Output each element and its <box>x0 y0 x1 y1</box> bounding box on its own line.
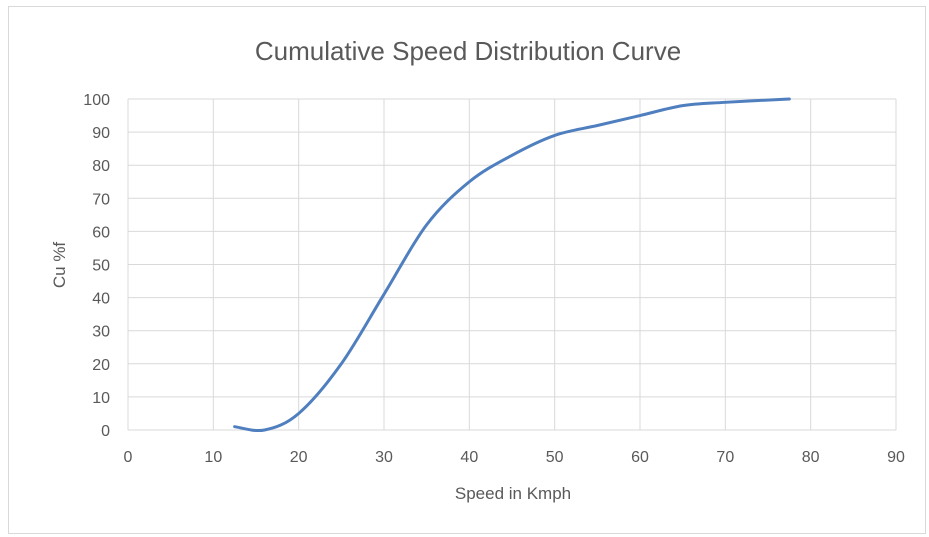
x-tick-label: 80 <box>802 449 820 466</box>
x-tick-label: 70 <box>716 449 734 466</box>
y-tick-label: 60 <box>92 224 110 241</box>
x-tick-labels: 0 10 20 30 40 50 60 70 80 90 <box>124 449 905 466</box>
chart-title: Cumulative Speed Distribution Curve <box>255 36 681 66</box>
y-axis-label: Cu %f <box>50 242 69 289</box>
x-tick-label: 60 <box>631 449 649 466</box>
y-tick-label: 80 <box>92 158 110 175</box>
y-tick-label: 70 <box>92 191 110 208</box>
x-axis-label: Speed in Kmph <box>455 484 571 503</box>
x-tick-label: 90 <box>887 449 905 466</box>
x-tick-label: 30 <box>375 449 393 466</box>
x-tick-label: 50 <box>546 449 564 466</box>
y-tick-label: 50 <box>92 258 110 275</box>
y-tick-label: 0 <box>101 423 110 440</box>
y-tick-label: 100 <box>83 92 110 109</box>
x-tick-label: 20 <box>290 449 308 466</box>
chart-frame <box>8 6 926 534</box>
x-tick-label: 0 <box>124 449 133 466</box>
y-tick-label: 90 <box>92 125 110 142</box>
x-tick-label: 40 <box>460 449 478 466</box>
x-tick-label: 10 <box>204 449 222 466</box>
y-tick-label: 40 <box>92 291 110 308</box>
y-tick-label: 10 <box>92 390 110 407</box>
y-gridlines <box>128 98 896 431</box>
series-line-cumulative <box>233 97 791 433</box>
y-tick-labels: 0 10 20 30 40 50 60 70 80 90 100 <box>83 92 110 440</box>
y-tick-label: 30 <box>92 324 110 341</box>
y-tick-label: 20 <box>92 357 110 374</box>
